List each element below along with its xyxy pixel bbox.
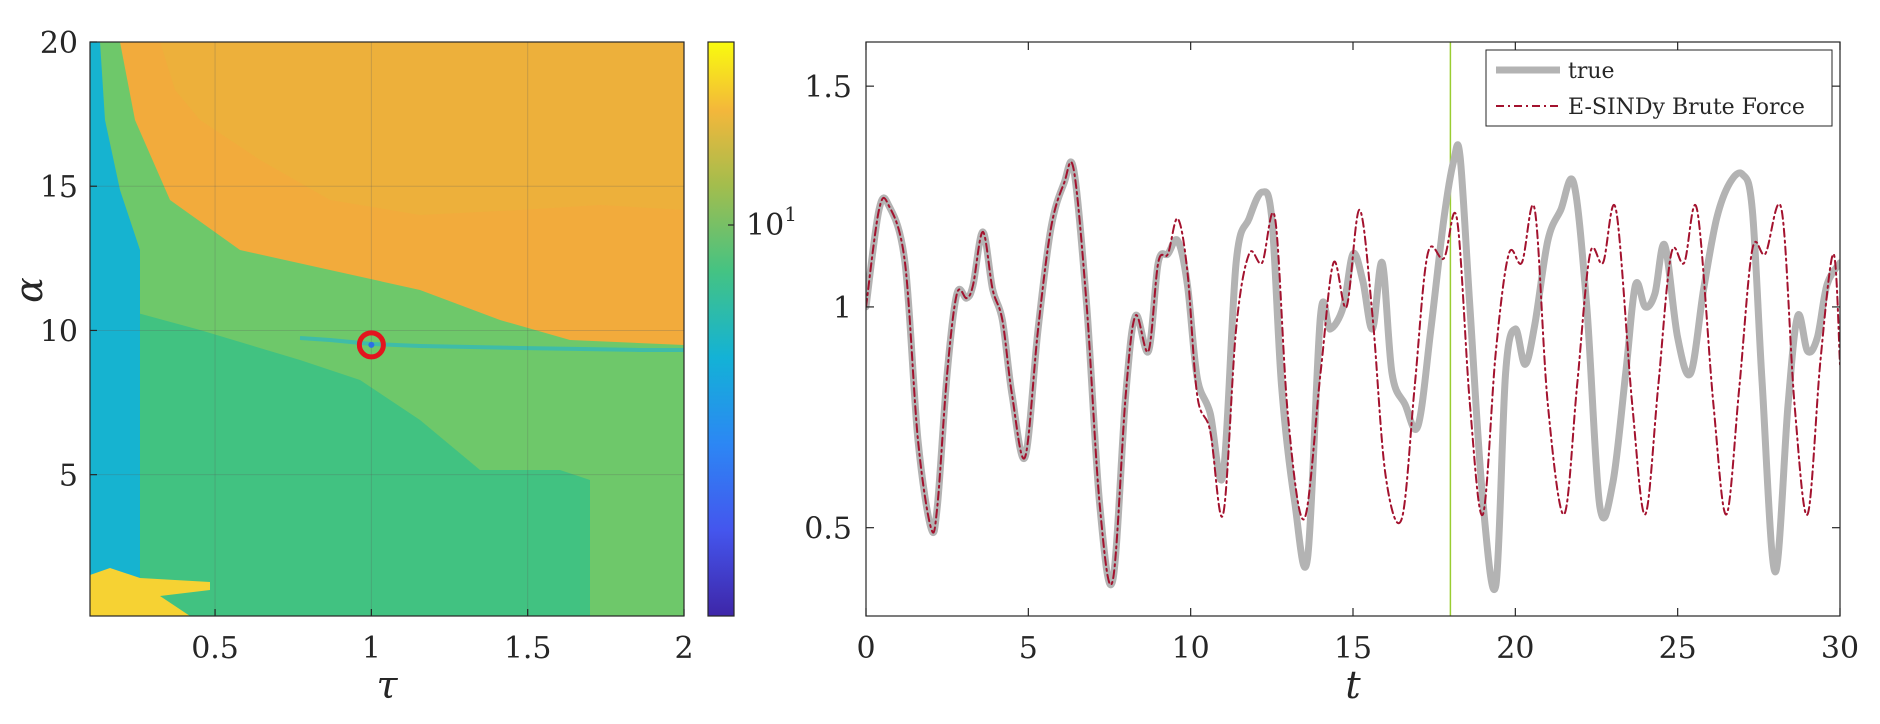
heatmap-ytick-label: 10 xyxy=(40,314,78,349)
colorbar: 101 xyxy=(707,41,797,617)
series-line-esindy xyxy=(866,161,1840,586)
heatmap-region-lower-band xyxy=(90,300,590,616)
lineplot-xtick-label: 5 xyxy=(1019,631,1038,666)
heatmap-xtick-label: 1 xyxy=(362,631,381,666)
legend-box xyxy=(1485,49,1833,127)
lineplot-xtick-label: 30 xyxy=(1821,631,1859,666)
heatmap-ticks: 0.5 1 1.5 2 5 10 15 20 xyxy=(40,26,694,666)
lineplot-ytick-label: 1 xyxy=(833,291,852,326)
legend: true E-SINDy Brute Force xyxy=(1485,49,1833,127)
colorbar-tick-base: 10 xyxy=(746,208,784,243)
series-line-true xyxy=(866,141,1840,594)
colorbar-gradient xyxy=(708,42,734,616)
heatmap-ytick-label: 5 xyxy=(59,459,78,494)
heatmap-xtick-label: 0.5 xyxy=(191,631,239,666)
lineplot-xtick-label: 20 xyxy=(1496,631,1534,666)
heatmap-ridge xyxy=(299,336,684,352)
heatmap-xtick-label: 2 xyxy=(674,631,693,666)
lineplot-series xyxy=(866,141,1840,594)
heatmap-panel: 0.5 1 1.5 2 5 10 15 20 τ α xyxy=(7,26,694,707)
heatmap-region-upper-band xyxy=(90,42,684,215)
heatmap-frame xyxy=(89,41,685,617)
heatmap-region-left-strip xyxy=(90,42,140,616)
lineplot-ytick-label: 1.5 xyxy=(804,70,852,105)
heatmap-xtick-label: 1.5 xyxy=(504,631,552,666)
lineplot-xtick-label: 15 xyxy=(1334,631,1372,666)
highlight-marker xyxy=(356,330,386,360)
heatmap-surface xyxy=(90,42,684,616)
lineplot-background xyxy=(866,42,1840,616)
colorbar-tick-exponent: 1 xyxy=(784,202,797,226)
heatmap-ytick-label: 15 xyxy=(40,170,78,205)
legend-label-true: true xyxy=(1568,59,1615,84)
heatmap-ylabel: α xyxy=(7,277,51,303)
colorbar-tick-label: 101 xyxy=(746,202,797,243)
heatmap-xlabel: τ xyxy=(376,663,398,707)
colorbar-frame xyxy=(707,41,735,617)
highlight-center xyxy=(368,341,375,348)
lineplot-ticks: 0 5 10 15 20 25 30 0.5 1 1.5 xyxy=(804,42,1859,666)
heatmap-ytick-label: 20 xyxy=(40,26,78,61)
lineplot-xtick-label: 25 xyxy=(1659,631,1697,666)
lineplot-xlabel: t xyxy=(1345,663,1361,707)
heatmap-region-bottom-left-spot xyxy=(90,568,210,616)
lineplot-panel: 0 5 10 15 20 25 30 0.5 1 1.5 t true E-SINDy Brute… xyxy=(804,41,1859,707)
legend-label-esindy: E-SINDy Brute Force xyxy=(1568,95,1805,120)
lineplot-ytick-label: 0.5 xyxy=(804,512,852,547)
lineplot-xtick-label: 0 xyxy=(856,631,875,666)
lineplot-xtick-label: 10 xyxy=(1172,631,1210,666)
